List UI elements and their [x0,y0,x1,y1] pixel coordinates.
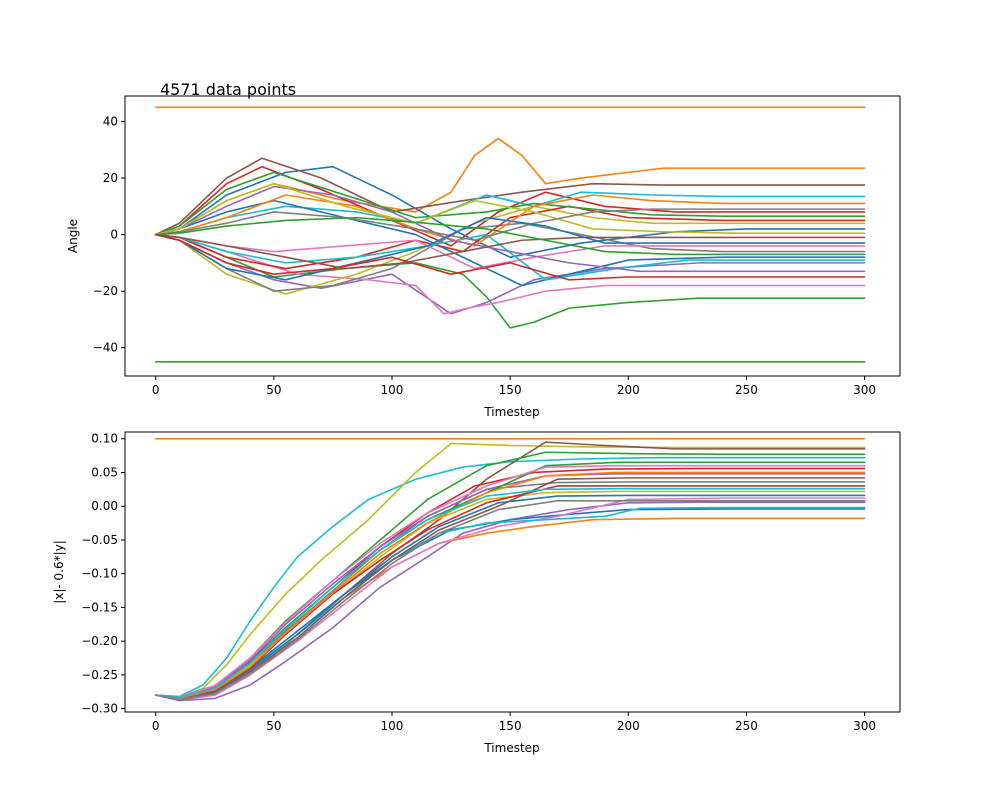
angle-series-group [154,106,866,363]
metric-x-tick-label: 200 [617,719,640,733]
angle-x-tick-label: 100 [381,383,404,397]
angle-series-line [154,185,866,273]
angle-subplot: 0 50 100 150 200 250 300 −40 −20 0 20 40 4571 data… [66,80,901,419]
metric-x-tick-label: 300 [853,719,876,733]
metric-y-tick-label: 0.00 [91,499,118,513]
metric-series-line [154,456,866,698]
metric-series-line [154,464,866,698]
angle-x-tick-label: 300 [853,383,876,397]
angle-x-axis-label: Timestep [483,405,539,419]
metric-x-axis-label: Timestep [483,741,539,755]
metric-x-tick-label: 150 [499,719,522,733]
metric-series-line [154,442,866,698]
metric-plot-frame [124,431,901,713]
metric-series-line [154,471,866,699]
metric-series-line [154,473,866,698]
angle-y-tick-label: 0 [110,228,118,242]
metric-series-line [154,501,866,702]
angle-y-tick-label: 40 [103,114,118,128]
angle-y-axis-label: Angle [66,219,80,253]
metric-y-tick-label: 0.10 [91,432,118,446]
metric-series-line [154,497,866,700]
angle-series-line [154,165,866,259]
angle-plot-frame [124,95,901,377]
angle-y-tick-label: 20 [103,171,118,185]
metric-x-tick-label: 100 [381,719,404,733]
angle-series-line [154,182,866,236]
metric-subplot: 0 50 100 150 200 250 300 −0.30−0.25−0.20−0.15−… [52,431,901,755]
metric-x-tick-label: 250 [735,719,758,733]
angle-y-tick-label: −40 [93,341,118,355]
angle-series-line [154,199,866,287]
angle-y-tick-label: −20 [93,284,118,298]
metric-series-group [154,437,866,702]
angle-x-tick-label: 50 [266,383,281,397]
angle-series-line [154,216,866,256]
metric-x-ticks: 0 50 100 150 200 250 300 [152,712,876,733]
metric-y-tick-label: −0.05 [81,533,118,547]
angle-series-line [154,171,866,236]
angle-series-line [154,165,866,247]
metric-y-ticks: −0.30 −0.25 −0.20 −0.15 −0.10 −0.05 0.00 0.05 0.… [81,432,125,716]
metric-y-axis-label: |x|- 0.6*|y| [52,540,66,604]
angle-series-line [154,233,866,329]
metric-x-tick-label: 0 [152,719,160,733]
angle-series-line [154,233,866,281]
angle-x-ticks: 0 50 100 150 200 250 300 [152,376,876,397]
angle-series-line [154,208,866,242]
metric-y-tick-label: −0.15 [81,600,118,614]
angle-series-line [154,216,866,281]
metric-series-line [154,500,866,700]
metric-y-tick-label: 0.05 [91,465,118,479]
angle-x-tick-label: 150 [499,383,522,397]
metric-y-tick-label: −0.20 [81,634,118,648]
metric-y-tick-label: −0.10 [81,567,118,581]
angle-series-line [154,157,866,236]
angle-y-ticks: −40 −20 0 20 40 [93,114,125,355]
metric-y-tick-label: −0.25 [81,668,118,682]
angle-series-line [154,205,866,270]
chart-title: 4571 data points [160,80,296,99]
angle-series-line [154,233,866,270]
metric-series-line [154,487,866,698]
angle-x-tick-label: 0 [152,383,160,397]
metric-series-line [154,485,866,699]
angle-x-tick-label: 200 [617,383,640,397]
metric-y-tick-label: −0.30 [81,702,118,716]
metric-x-tick-label: 50 [266,719,281,733]
angle-x-tick-label: 250 [735,383,758,397]
